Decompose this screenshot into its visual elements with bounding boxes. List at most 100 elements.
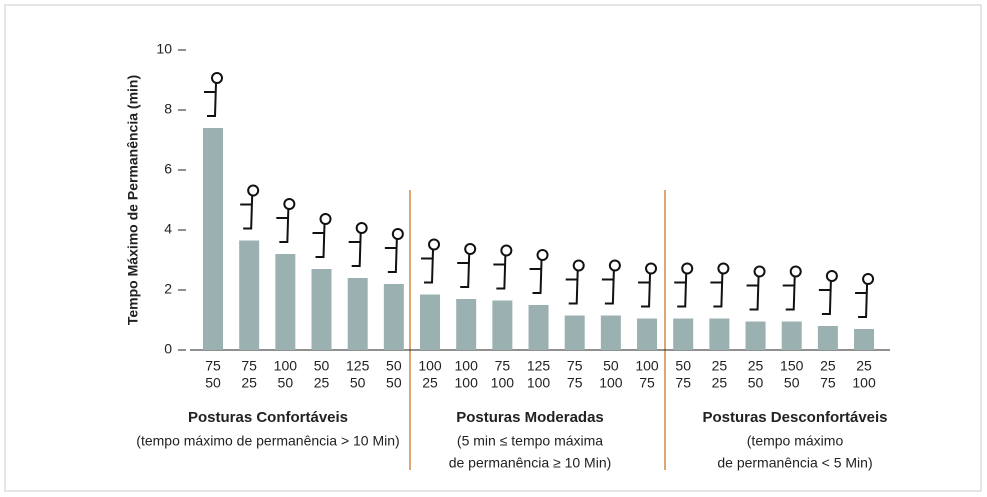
x-tick-label: 25 [241,375,257,391]
x-tick-label: 75 [820,375,836,391]
x-tick-label: 75 [495,358,511,374]
bar [564,315,585,350]
group-description: (5 min ≤ tempo máxima [457,433,603,449]
posture-icon [855,283,869,318]
posture-icon [825,270,838,282]
x-tick-label: 100 [274,358,298,374]
y-tick-label: 4 [164,221,172,237]
x-tick-label: 75 [241,358,257,374]
posture-icon [421,249,435,284]
y-tick-label: 2 [164,281,172,297]
posture-icon [717,262,730,275]
posture-icon [565,270,579,305]
posture-icon [312,223,326,258]
bar [637,318,658,350]
x-tick-label: 100 [491,375,515,391]
y-tick-label: 8 [164,101,172,117]
x-tick-label: 100 [418,358,442,374]
x-tick-label: 25 [422,375,438,391]
bar [528,305,549,350]
x-tick-label: 25 [712,375,728,391]
x-tick-label: 50 [386,375,402,391]
x-tick-label: 50 [675,358,691,374]
x-tick-label: 75 [205,358,221,374]
posture-icon [240,195,254,230]
group-description: de permanência ≥ 10 Min) [449,455,612,471]
x-tick-label: 75 [639,375,655,391]
bar [817,326,838,350]
posture-icon [276,208,290,243]
bar [203,128,223,350]
posture-icon [529,259,543,294]
posture-icon [247,184,260,197]
posture-icon [674,273,688,308]
bar [745,321,766,350]
posture-icon [319,213,332,225]
y-tick-label: 10 [156,41,172,57]
bar [275,254,296,350]
group-name: Posturas Desconfortáveis [702,409,887,426]
posture-icon [391,228,404,240]
posture-icon [818,280,832,315]
bar [600,315,621,350]
posture-icon [601,270,615,305]
x-tick-label: 50 [205,375,221,391]
posture-icon [862,273,875,285]
bar [420,294,441,350]
posture-icon [638,273,652,308]
group-name: Posturas Confortáveis [188,409,348,426]
x-tick-label: 50 [314,358,330,374]
x-tick-label: 25 [314,375,330,391]
group-name: Posturas Moderadas [456,409,604,426]
x-tick-label: 75 [567,358,583,374]
bar [239,240,260,350]
x-tick-label: 50 [350,375,366,391]
posture-icon [493,255,507,290]
x-tick-label: 100 [852,375,876,391]
posture-icon [710,273,724,308]
x-tick-label: 100 [635,358,659,374]
bar [709,318,730,350]
bar [383,284,404,350]
x-tick-label: 50 [386,358,402,374]
group-description: de permanência < 5 Min) [717,455,872,471]
posture-icon [464,243,477,255]
posture-icon [645,262,658,275]
posture-icon [536,249,549,261]
x-tick-label: 100 [455,375,479,391]
x-tick-label: 25 [712,358,728,374]
y-tick-label: 6 [164,161,172,177]
x-tick-label: 25 [820,358,836,374]
posture-icon [746,276,760,311]
x-tick-label: 50 [748,375,764,391]
bar [673,318,694,350]
posture-icon [789,265,802,278]
posture-icon [283,198,296,210]
frame [4,4,982,492]
bar [854,329,875,350]
posture-icon [428,238,441,251]
x-tick-label: 75 [675,375,691,391]
posture-icon [348,232,362,267]
bar [781,321,802,350]
posture-icon [782,276,796,311]
y-axis-label: Tempo Máximo de Permanência (min) [125,75,141,325]
bar [492,300,513,350]
posture-icon [753,265,766,278]
x-tick-label: 50 [278,375,294,391]
posture-icon [457,253,471,288]
posture-icon [572,259,585,272]
x-tick-label: 75 [567,375,583,391]
posture-icon [608,259,621,272]
bar [311,269,332,350]
x-tick-label: 25 [748,358,764,374]
posture-icon [355,222,368,234]
x-tick-label: 100 [527,375,551,391]
bar [347,278,368,350]
posture-icon [204,82,217,117]
group-description: (tempo máximo de permanência > 10 Min) [136,433,399,449]
y-tick-label: 0 [164,341,172,357]
x-tick-label: 50 [784,375,800,391]
